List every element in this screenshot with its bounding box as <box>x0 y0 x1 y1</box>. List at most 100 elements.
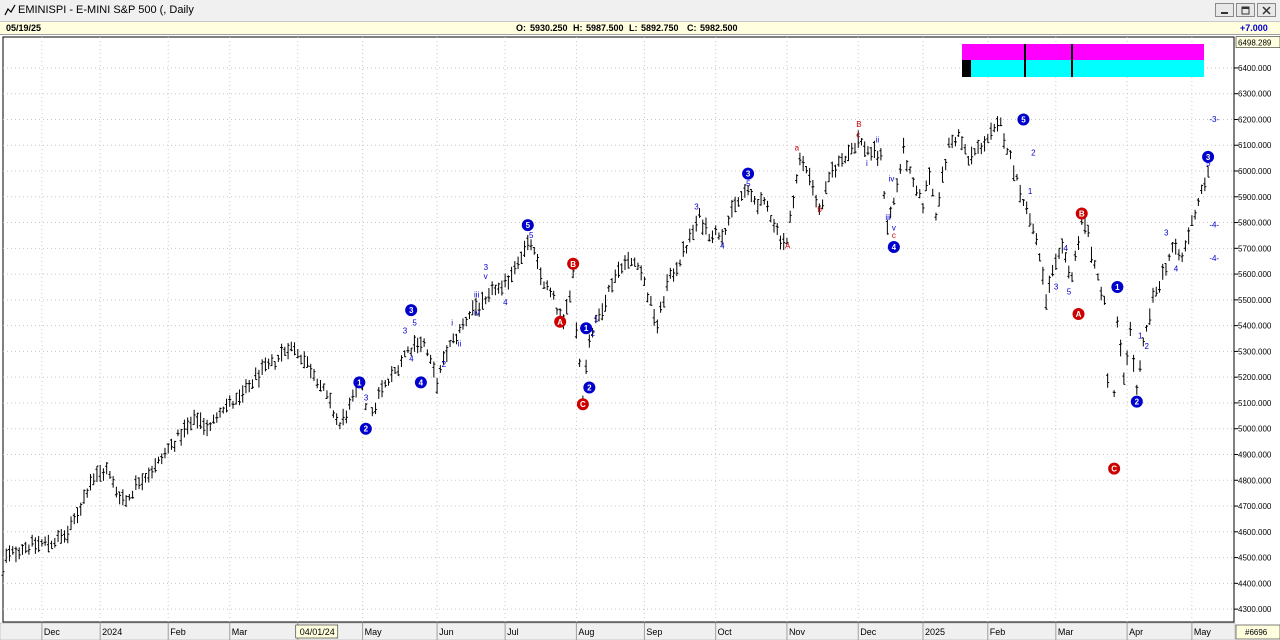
wave-badge-label: 2 <box>364 425 369 434</box>
wave-label: -4- <box>1209 221 1219 230</box>
wave-label: 3 <box>1054 283 1059 292</box>
x-tick-label: Dec <box>44 627 61 637</box>
wave-badge-label: 1 <box>1115 283 1120 292</box>
wave-badge-label: C <box>1111 465 1117 474</box>
high-label: H: <box>573 23 583 33</box>
wave-label: v <box>484 272 488 281</box>
x-tick-label: Oct <box>718 627 733 637</box>
x-tick-label: Sep <box>646 627 662 637</box>
wave-label: 3 <box>403 326 408 335</box>
wave-label: c <box>892 231 896 240</box>
y-tick-label: 5800.000 <box>1238 219 1272 228</box>
wave-badge-label: B <box>570 260 576 269</box>
wave-badge <box>887 241 900 254</box>
wave-label: -4- <box>1209 254 1219 263</box>
wave-badge-label: 2 <box>1135 398 1140 407</box>
net-change: +7.000 <box>1240 23 1268 33</box>
wave-label: B <box>856 120 861 129</box>
maximize-button[interactable] <box>1236 3 1255 17</box>
wave-badge <box>521 219 534 232</box>
wave-label: -3- <box>1209 115 1219 124</box>
wave-label: iv <box>474 308 480 317</box>
wave-badge-label: 3 <box>409 306 414 315</box>
cyan-time-band <box>962 60 1204 77</box>
wave-badge <box>583 381 596 394</box>
y-tick-label: 5900.000 <box>1238 193 1272 202</box>
wave-badge-label: 1 <box>584 324 589 333</box>
wave-label: 5 <box>529 231 534 240</box>
close-icon <box>1262 6 1271 15</box>
chart-app-icon <box>4 4 16 16</box>
wave-label: 4 <box>409 355 414 364</box>
wave-badge-label: A <box>557 318 563 327</box>
wave-label: 4 <box>1174 265 1179 274</box>
wave-label: ii <box>876 136 880 145</box>
wave-label: c <box>856 131 860 140</box>
x-tick-label: 04/01/24 <box>300 627 335 637</box>
y-tick-label: 4600.000 <box>1238 528 1272 537</box>
x-tick-label: May <box>365 627 383 637</box>
x-tick-label: Apr <box>1129 627 1143 637</box>
close-button[interactable] <box>1257 3 1276 17</box>
y-tick-label: 5700.000 <box>1238 244 1272 253</box>
wave-label: 3 <box>1164 228 1169 237</box>
record-count-box <box>1235 624 1280 640</box>
wave-label: 2 <box>1145 342 1150 351</box>
wave-label: ii <box>458 339 462 348</box>
wave-badge-label: 3 <box>1206 153 1211 162</box>
y-tick-label: 6000.000 <box>1238 167 1272 176</box>
x-tick-label: Mar <box>1058 627 1074 637</box>
y-tick-label: 5500.000 <box>1238 296 1272 305</box>
wave-badge-label: A <box>1076 310 1082 319</box>
wave-badge-label: 5 <box>526 221 531 230</box>
y-tick-label: 6200.000 <box>1238 115 1272 124</box>
y-tick-label: 4500.000 <box>1238 554 1272 563</box>
low-value: 5892.750 <box>641 23 679 33</box>
wave-label: v <box>892 223 896 232</box>
y-tick-label: 4300.000 <box>1238 605 1272 614</box>
close-value: 5982.500 <box>700 23 738 33</box>
wave-label: 2 <box>591 329 596 338</box>
x-tick-label: Nov <box>789 627 806 637</box>
wave-badge <box>567 257 580 270</box>
y-tick-label: 6300.000 <box>1238 90 1272 99</box>
window-title: EMINISPI - E-MINI S&P 500 (, Daily <box>18 4 194 16</box>
y-tick-label: 6400.000 <box>1238 64 1272 73</box>
wave-label: 3 <box>694 203 699 212</box>
wave-badge <box>405 304 418 317</box>
plot-area <box>2 36 1235 623</box>
title-bar: EMINISPI - E-MINI S&P 500 (, Daily <box>0 0 1280 22</box>
wave-badge <box>1075 207 1088 220</box>
maximize-icon <box>1241 6 1250 15</box>
wave-label: 5 <box>1067 288 1072 297</box>
wave-badge-label: 5 <box>1021 115 1026 124</box>
bar-date: 05/19/25 <box>6 23 42 33</box>
wave-badge-label: 1 <box>357 378 362 387</box>
y-tick-label: 4400.000 <box>1238 579 1272 588</box>
wave-badge <box>1111 280 1124 293</box>
open-label: O: <box>516 23 526 33</box>
y-tick-label: 4700.000 <box>1238 502 1272 511</box>
current-price-box <box>1235 36 1280 48</box>
wave-label: i <box>866 159 868 168</box>
y-tick-label: 5300.000 <box>1238 347 1272 356</box>
high-value: 5987.500 <box>586 23 624 33</box>
low-label: L: <box>629 23 638 33</box>
x-tick-label: Aug <box>578 627 594 637</box>
x-tick-label: 2024 <box>102 627 122 637</box>
wave-label: iii <box>474 290 480 299</box>
wave-label: 1 <box>594 315 599 324</box>
wave-badge <box>414 376 427 389</box>
x-tick-label: Dec <box>860 627 877 637</box>
wave-label: A <box>785 241 791 250</box>
minimize-button[interactable] <box>1215 3 1234 17</box>
wave-label: 5 <box>412 319 417 328</box>
wave-label: 5 <box>1206 159 1211 168</box>
minimize-icon <box>1221 12 1228 14</box>
wave-badge-label: 2 <box>587 383 592 392</box>
y-tick-label: 4800.000 <box>1238 476 1272 485</box>
wave-label: iii <box>885 213 891 222</box>
wave-label: 4 <box>503 298 508 307</box>
magenta-time-band <box>962 44 1204 60</box>
